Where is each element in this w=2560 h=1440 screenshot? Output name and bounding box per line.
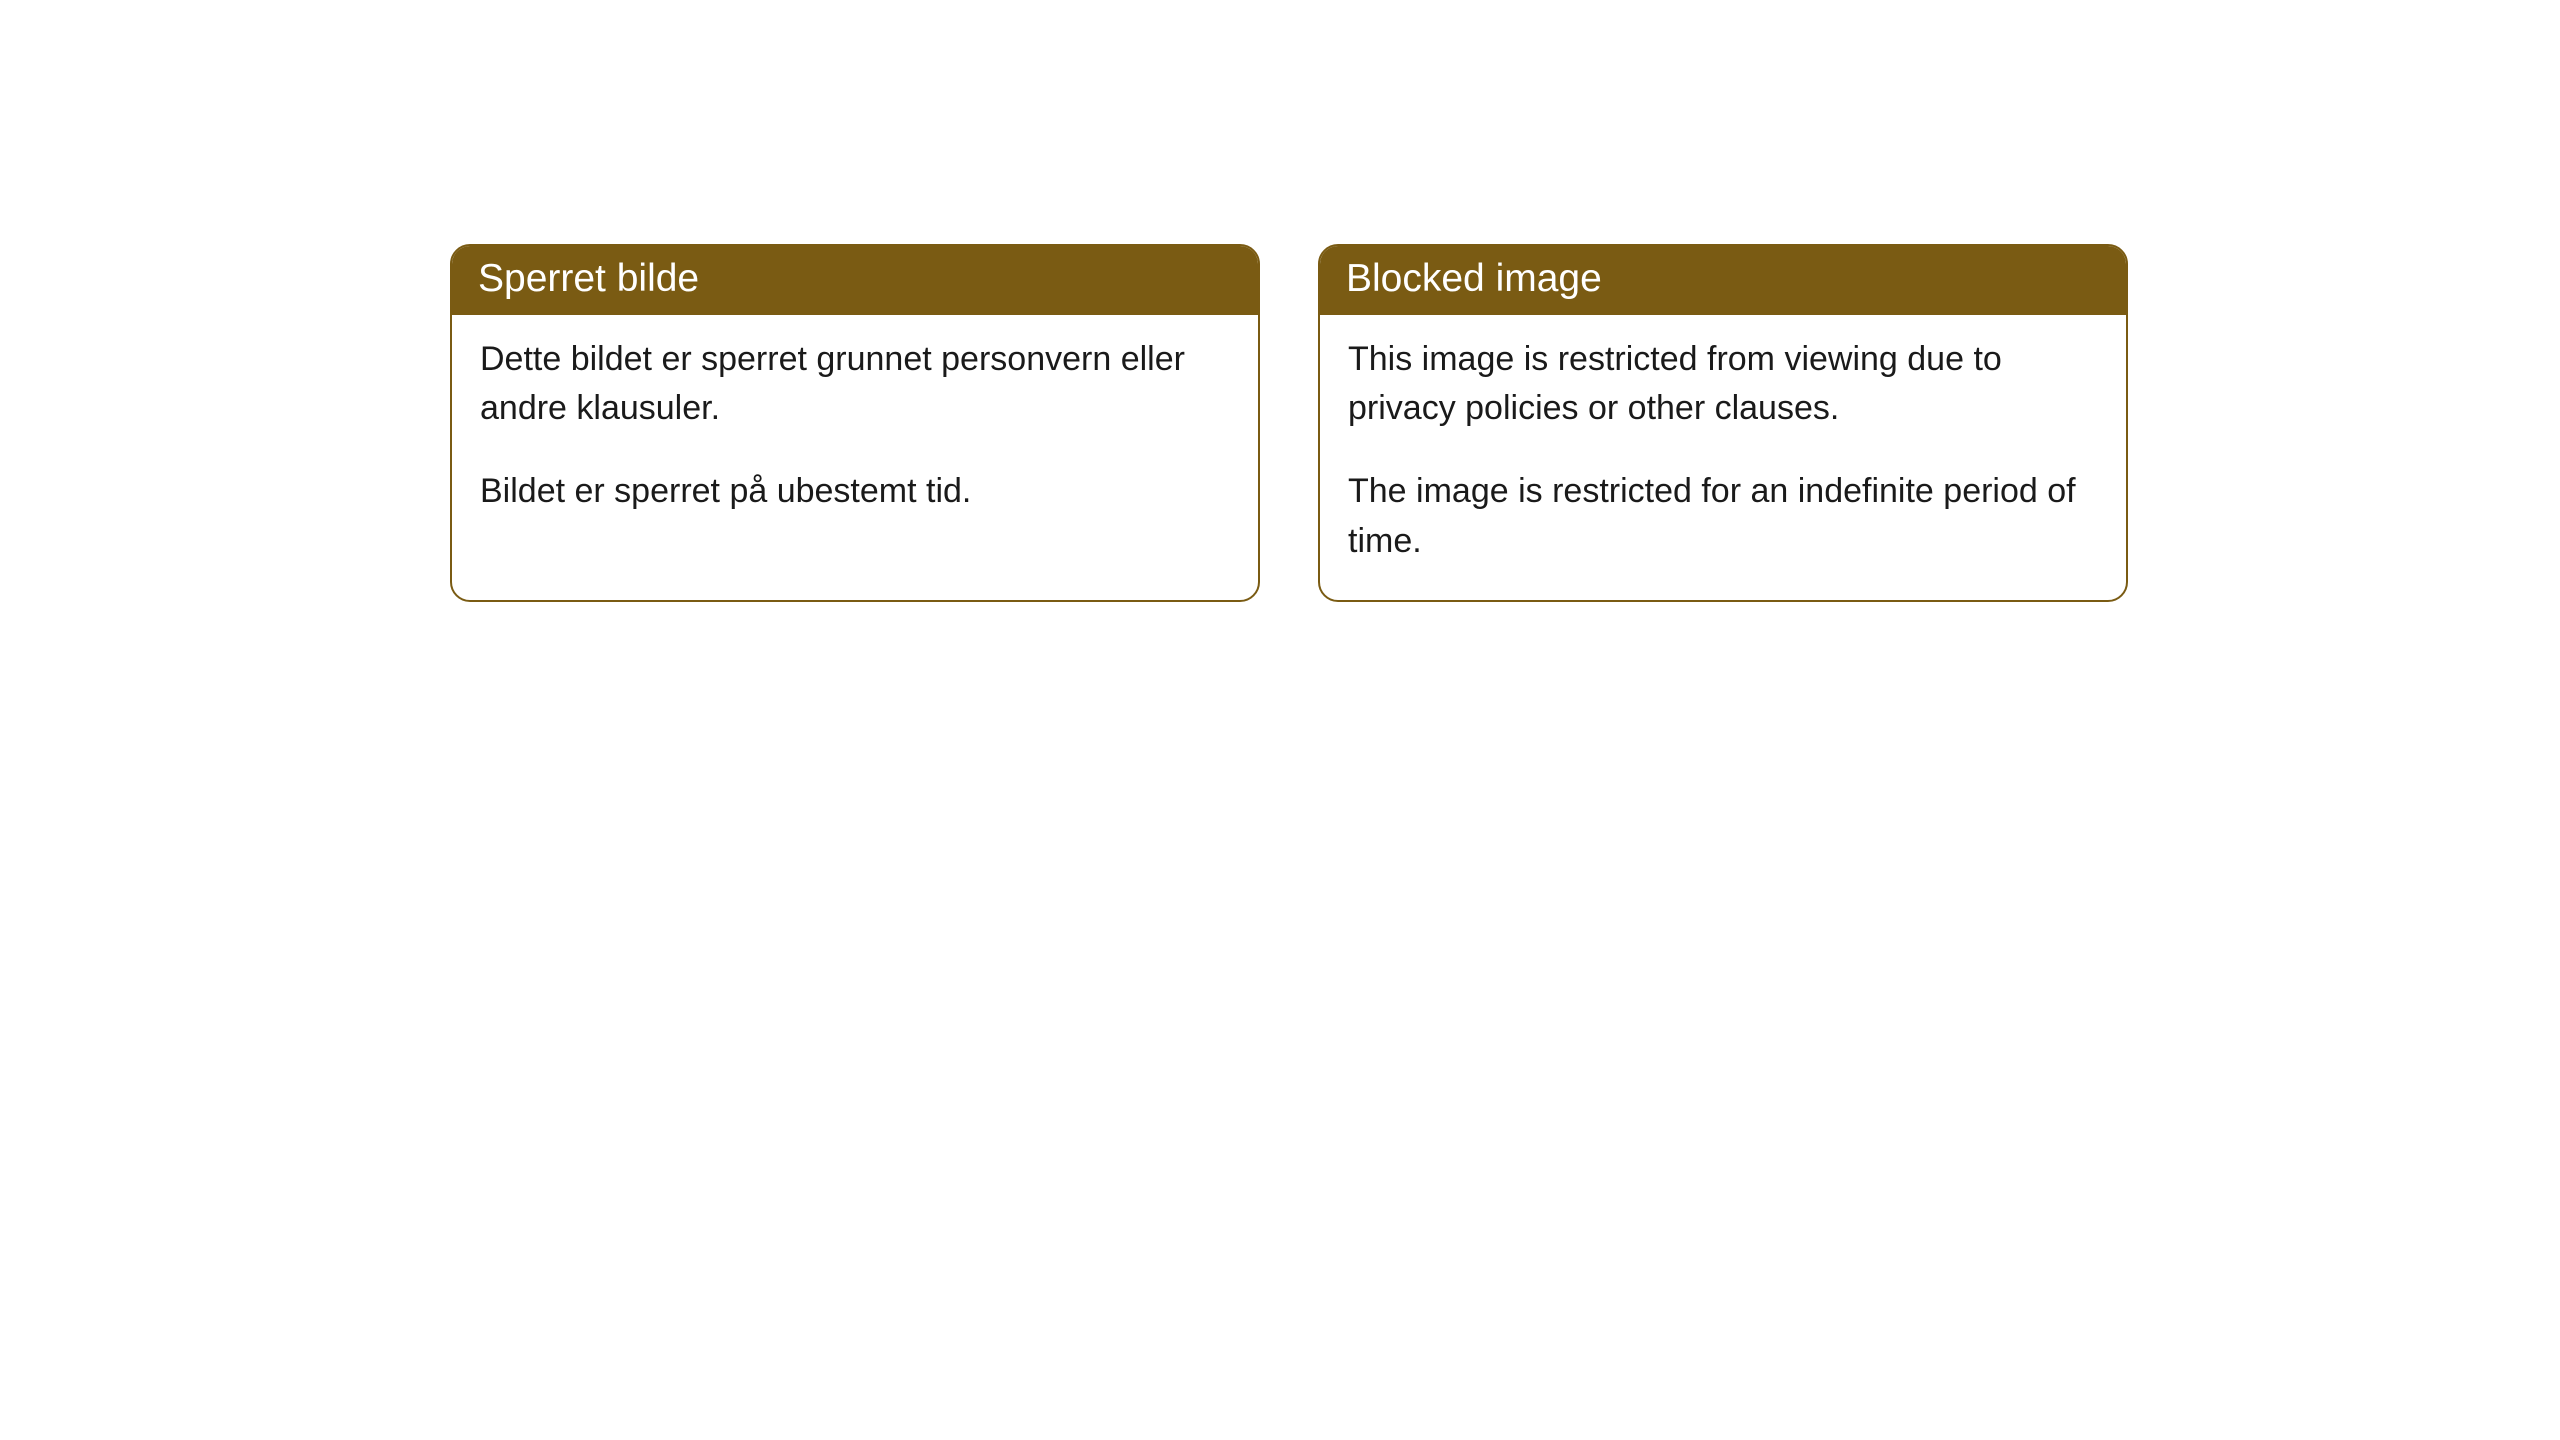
notice-header-english: Blocked image	[1320, 246, 2126, 315]
notice-paragraph: This image is restricted from viewing du…	[1348, 335, 2098, 434]
notice-body-english: This image is restricted from viewing du…	[1320, 315, 2126, 600]
notice-card-norwegian: Sperret bilde Dette bildet er sperret gr…	[450, 244, 1260, 602]
notice-card-english: Blocked image This image is restricted f…	[1318, 244, 2128, 602]
notice-body-norwegian: Dette bildet er sperret grunnet personve…	[452, 315, 1258, 551]
notice-paragraph: Dette bildet er sperret grunnet personve…	[480, 335, 1230, 434]
notice-paragraph: The image is restricted for an indefinit…	[1348, 467, 2098, 566]
notice-paragraph: Bildet er sperret på ubestemt tid.	[480, 467, 1230, 516]
notice-header-norwegian: Sperret bilde	[452, 246, 1258, 315]
notice-cards-container: Sperret bilde Dette bildet er sperret gr…	[450, 244, 2128, 602]
